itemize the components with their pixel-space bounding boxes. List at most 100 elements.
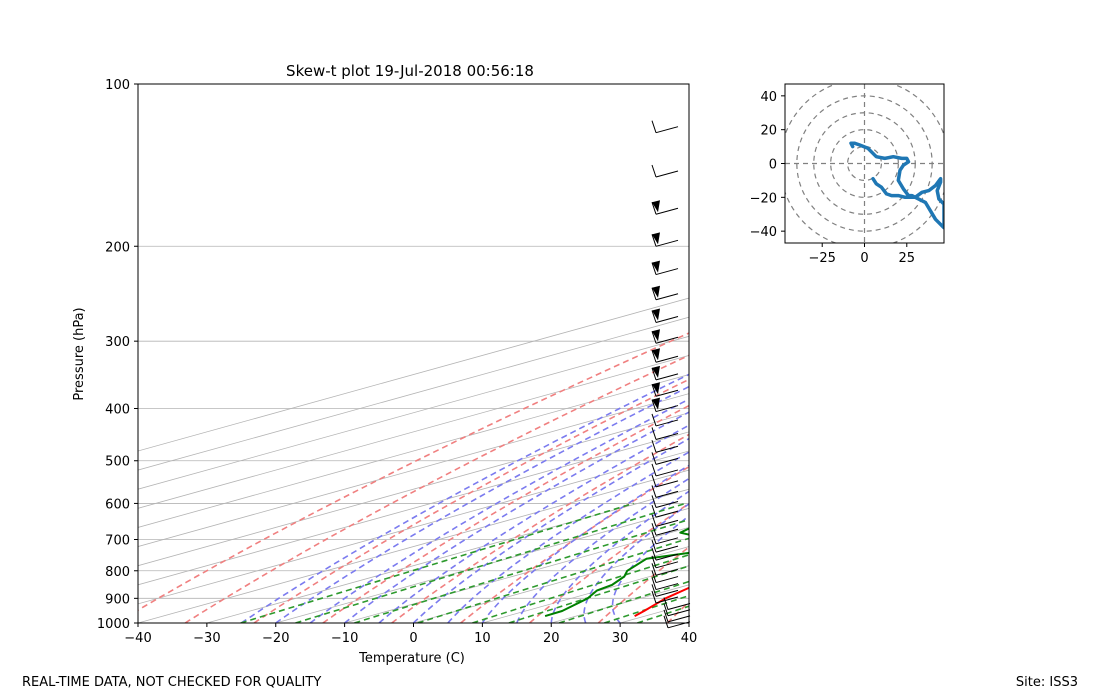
dry-adiabat-line — [138, 332, 689, 612]
y-tick-label: 900 — [105, 592, 130, 607]
wind-barb-flag — [651, 310, 657, 323]
wind-barb — [667, 615, 691, 623]
wind-barb-flag — [651, 413, 657, 427]
moist-adiabat-line — [550, 490, 689, 623]
wind-barb — [655, 480, 679, 488]
quality-note: REAL-TIME DATA, NOT CHECKED FOR QUALITY — [22, 675, 321, 690]
y-tick-label: 800 — [105, 565, 130, 580]
x-tick-label: 40 — [681, 631, 698, 646]
x-tick-label: −30 — [193, 631, 220, 646]
hodograph-y-tick-label: 40 — [760, 90, 777, 105]
x-tick-label: 10 — [474, 631, 491, 646]
wind-barb-flag — [651, 523, 657, 536]
x-tick-label: −20 — [262, 631, 289, 646]
hodograph-trace — [849, 141, 944, 230]
y-tick-label: 400 — [105, 403, 130, 418]
mixing-ratio-line — [558, 580, 689, 623]
y-tick-label: 300 — [105, 335, 130, 350]
dry-adiabat-line — [253, 378, 689, 623]
wind-barb-flag — [651, 563, 657, 576]
hodograph-ring — [813, 112, 916, 215]
wind-barb — [667, 609, 691, 617]
hodograph-ticks: −25 0 25 −40 −20 0 20 40 — [750, 90, 915, 266]
dry-adiabat-line — [597, 546, 689, 623]
wind-barb — [667, 602, 691, 610]
mixing-ratio-line — [637, 605, 689, 623]
wind-barb — [655, 336, 679, 344]
wind-barb-flag — [651, 202, 657, 215]
wind-barb — [655, 469, 679, 477]
dry-adiabat-line — [460, 465, 689, 623]
isotherm-line — [138, 374, 689, 528]
isotherm-line — [413, 546, 689, 623]
wind-barb-flag — [651, 164, 657, 178]
wind-barb — [655, 457, 679, 465]
hodograph-y-tick-label: −20 — [750, 191, 777, 206]
y-tick-label: 500 — [105, 455, 130, 470]
wind-barb-flag — [663, 609, 669, 623]
wind-barbs — [651, 120, 691, 629]
dry-adiabat-line — [805, 84, 1100, 623]
y-tick-label: 700 — [105, 534, 130, 549]
mixing-ratio-line — [417, 537, 689, 623]
wind-barb — [655, 316, 679, 323]
wind-barb — [655, 510, 679, 518]
mixing-ratio-line — [295, 502, 686, 623]
wind-barb-flag — [651, 577, 657, 590]
wind-barb-flag — [651, 384, 657, 397]
isotherm-line — [758, 84, 1100, 623]
wind-barb-flag — [651, 495, 657, 508]
isotherm-line — [688, 622, 689, 623]
hodograph-y-tick-label: −40 — [750, 225, 777, 240]
dry-adiabat-line — [666, 600, 689, 623]
x-tick-label: −10 — [331, 631, 358, 646]
wind-barb-flag — [651, 474, 657, 488]
wind-barb — [655, 268, 679, 276]
dry-adiabat-line — [943, 84, 1100, 623]
wind-barb — [655, 355, 679, 363]
hodograph-y-tick-label: 0 — [769, 158, 777, 173]
wind-barb — [655, 126, 679, 134]
isotherm-line — [344, 527, 689, 623]
wind-barb — [655, 545, 679, 553]
wind-barb-pennant — [652, 348, 660, 361]
wind-barb — [655, 500, 679, 508]
dry-adiabat-line — [1012, 84, 1100, 623]
wind-barb-flag — [651, 367, 657, 381]
wind-barb-flag — [651, 504, 657, 518]
isotherm-line — [138, 316, 689, 471]
isotherm-line — [482, 565, 689, 623]
isotherm-line — [138, 354, 689, 509]
skewt-ticks: −40 −30 −20 −10 0 10 20 30 40 100 200 300 400 500 600 7… — [97, 78, 697, 646]
wind-barb — [655, 568, 679, 576]
wind-barb — [655, 553, 679, 561]
chart-title: Skew-t plot 19-Jul-2018 00:56:18 — [286, 62, 534, 80]
wind-barb-flag — [651, 590, 657, 604]
wind-barb-flag — [651, 539, 657, 553]
dry-adiabat-line — [874, 84, 1100, 623]
wind-barb-pennant — [652, 397, 660, 410]
wind-barb — [655, 389, 679, 397]
wind-barb — [655, 239, 679, 247]
wind-barb-flag — [651, 427, 657, 440]
wind-barb-flag — [651, 287, 657, 300]
y-axis-label: Pressure (hPa) — [72, 307, 87, 400]
wind-barb — [655, 583, 679, 591]
wind-barb-flag — [651, 399, 657, 412]
wind-barb-flag — [651, 485, 657, 498]
hodograph-rings — [785, 84, 944, 243]
moist-adiabat-line — [481, 464, 689, 623]
y-tick-label: 1000 — [97, 617, 130, 632]
wind-barb — [655, 419, 679, 427]
wind-barb-pennant — [652, 365, 660, 378]
moist-adiabat-line — [516, 477, 689, 623]
moist-adiabat-line — [309, 398, 689, 623]
wind-barb-flag — [651, 331, 657, 344]
wind-barb — [667, 621, 691, 629]
hodograph-x-tick-label: 0 — [860, 251, 868, 266]
wind-barb-flag — [651, 440, 657, 453]
wind-barb — [655, 537, 679, 545]
wind-barb-flag — [663, 603, 669, 616]
moist-adiabat-line — [344, 411, 689, 623]
mixing-ratio-line — [604, 594, 689, 623]
